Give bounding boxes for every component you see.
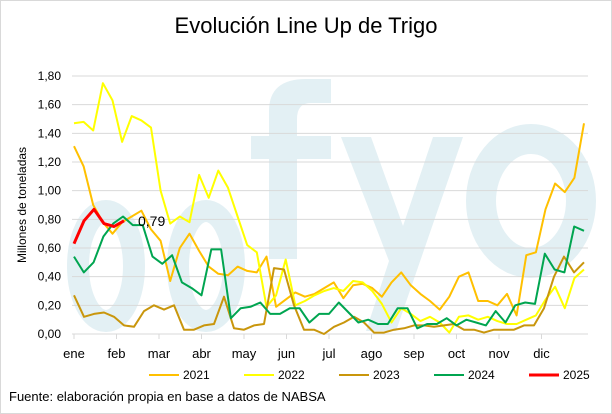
legend-label: 2024 (468, 368, 495, 382)
series-line-2024 (73, 215, 585, 330)
y-tick-label: 0,00 (38, 327, 62, 341)
legend-label: 2021 (183, 368, 210, 382)
y-tick-label: 1,40 (38, 126, 62, 140)
x-tick-label: mar (148, 346, 171, 361)
x-tick-label: abr (192, 346, 211, 361)
x-tick-label: dic (533, 346, 550, 361)
y-tick-label: 1,20 (38, 155, 62, 169)
series-line-2025 (72, 207, 125, 245)
y-tick-label: 0,20 (38, 298, 62, 312)
series-line-2021 (73, 123, 585, 317)
x-tick-label: may (232, 346, 257, 361)
x-tick-label: feb (107, 346, 125, 361)
last-value-label: 0,79 (138, 213, 165, 229)
source-note: Fuente: elaboración propia en base a dat… (9, 389, 326, 404)
chart-title: Evolución Line Up de Trigo (174, 13, 438, 38)
x-tick-label: jun (277, 346, 295, 361)
series-line-2022 (73, 82, 585, 334)
y-tick-label: 1,00 (38, 184, 62, 198)
x-tick-label: sep (404, 346, 425, 361)
x-tick-label: ago (361, 346, 383, 361)
watermark-logo (67, 79, 596, 332)
legend-label: 2025 (563, 368, 590, 382)
y-tick-label: 0,40 (38, 270, 62, 284)
legend-label: 2022 (278, 368, 305, 382)
y-axis-label: Millones de toneladas (15, 147, 29, 263)
y-tick-label: 0,80 (38, 212, 62, 226)
x-tick-label: oct (448, 346, 466, 361)
x-tick-label: jul (321, 346, 335, 361)
x-tick-label: ene (63, 346, 85, 361)
x-tick-label: nov (489, 346, 510, 361)
y-tick-label: 1,80 (38, 69, 62, 83)
y-tick-label: 1,60 (38, 98, 62, 112)
series-line-2023 (73, 255, 585, 335)
legend-label: 2023 (373, 368, 400, 382)
y-tick-label: 0,60 (38, 241, 62, 255)
